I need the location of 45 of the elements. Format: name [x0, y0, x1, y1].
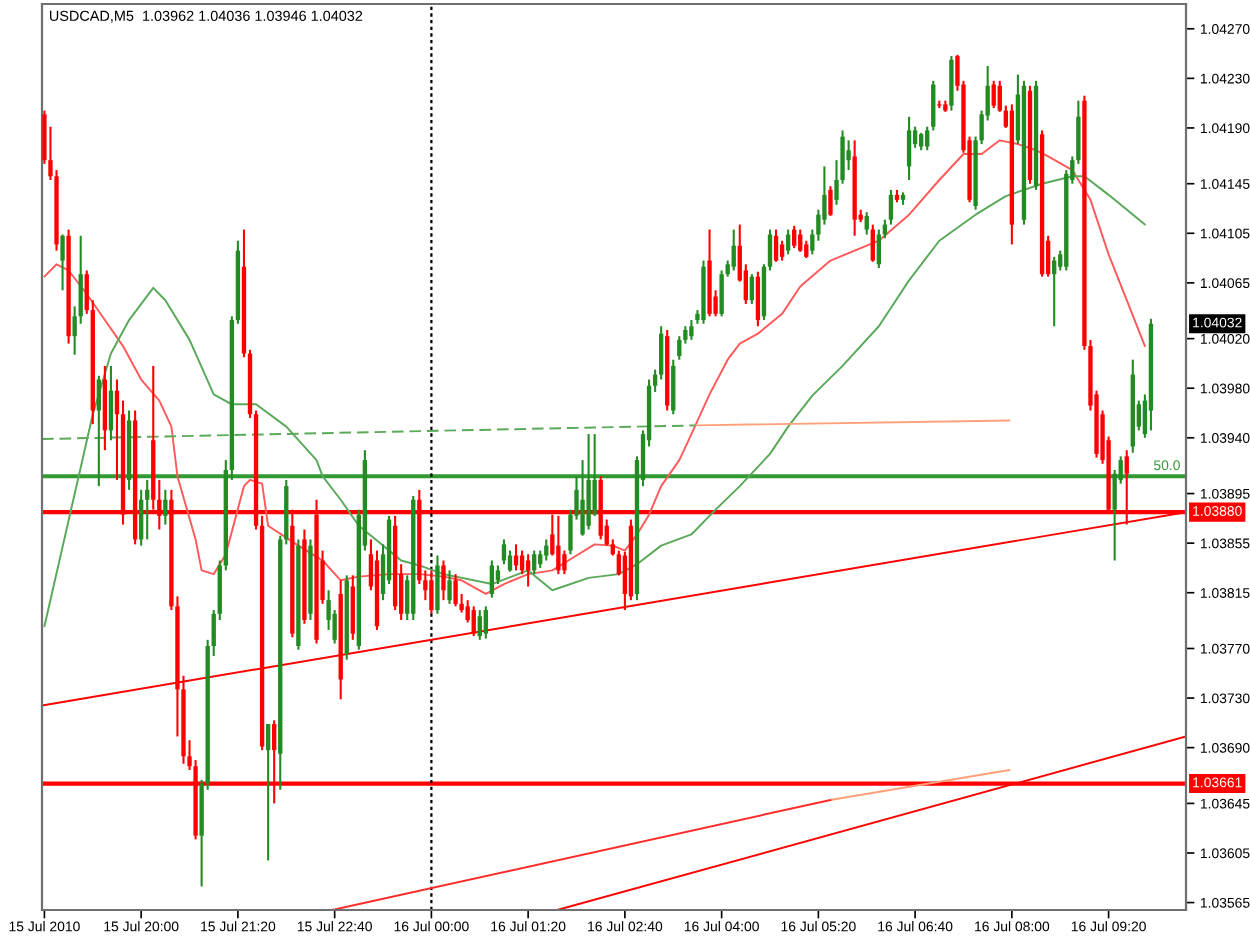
- candlestick: [792, 224, 797, 250]
- candlestick: [785, 228, 791, 256]
- candlestick: [925, 125, 930, 152]
- candlestick: [846, 139, 851, 172]
- candlestick: [145, 478, 150, 541]
- candlestick: [108, 364, 114, 442]
- candlestick: [562, 549, 567, 576]
- candlestick: [779, 239, 785, 262]
- candlestick: [350, 574, 355, 641]
- candlestick: [60, 233, 65, 292]
- candlestick: [864, 211, 869, 236]
- candlestick: [671, 358, 676, 416]
- candlestick: [949, 55, 954, 112]
- candlestick: [991, 79, 996, 110]
- candlestick: [435, 554, 440, 615]
- candlestick: [731, 228, 736, 272]
- candlestick: [138, 488, 144, 547]
- candlestick: [483, 605, 488, 640]
- candlestick: [870, 223, 875, 263]
- candlestick: [471, 605, 476, 638]
- candlestick: [719, 269, 724, 318]
- candlestick: [906, 115, 912, 182]
- candlestick: [265, 723, 271, 862]
- candlestick: [755, 270, 761, 328]
- candlestick: [495, 564, 501, 586]
- candlestick: [773, 228, 779, 263]
- candlestick: [689, 319, 694, 341]
- candlestick: [489, 559, 495, 599]
- candlestick: [532, 549, 537, 576]
- candlestick: [828, 185, 833, 217]
- candlestick: [798, 228, 803, 253]
- candlestick: [477, 609, 482, 641]
- candlestick: [163, 488, 168, 526]
- candlestick: [453, 573, 458, 608]
- candlestick: [441, 559, 446, 602]
- candlestick: [876, 228, 882, 270]
- candlestick: [447, 569, 452, 605]
- candlestick: [501, 538, 507, 566]
- candlestick: [525, 553, 531, 588]
- candlestick: [586, 433, 591, 531]
- candlestick: [429, 569, 434, 615]
- candlestick: [96, 374, 102, 488]
- candlestick: [544, 538, 549, 562]
- candlestick: [888, 188, 894, 226]
- candlestick: [931, 79, 936, 132]
